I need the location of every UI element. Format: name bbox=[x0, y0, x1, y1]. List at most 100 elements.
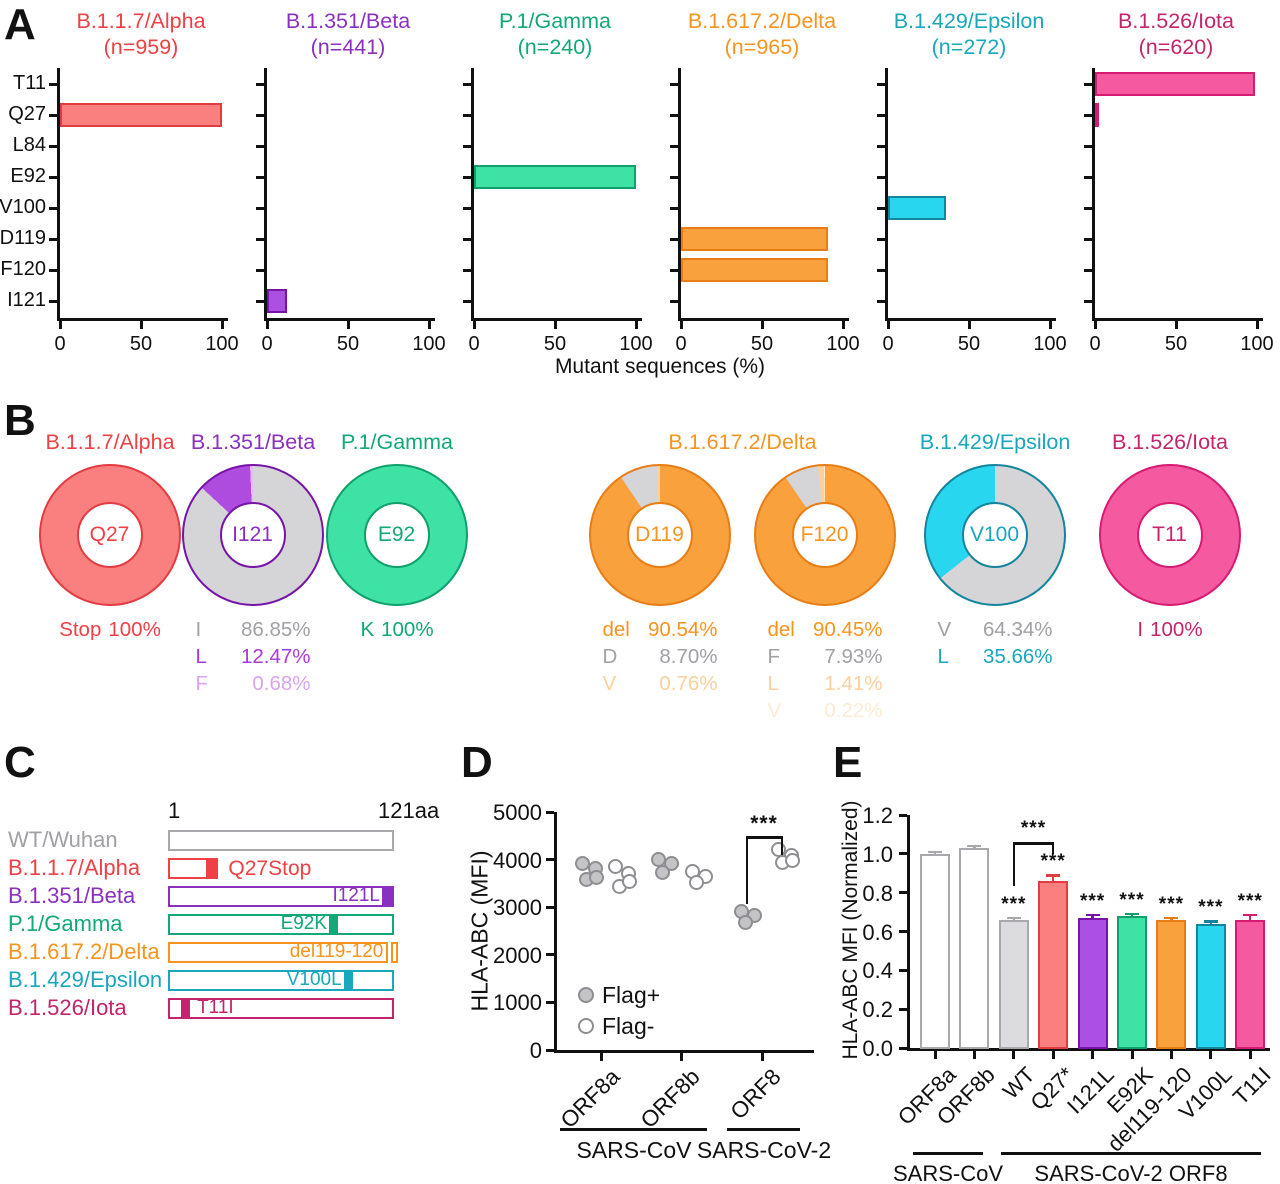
significance-stars: *** bbox=[1001, 893, 1027, 915]
mutation-label: I121L bbox=[332, 885, 380, 906]
donut-legend: Stop 100% bbox=[25, 616, 195, 643]
donut-center-label: E92 bbox=[377, 522, 416, 546]
x-tick-label: 0 bbox=[54, 333, 66, 355]
variant-name: B.1.617.2/Delta bbox=[687, 9, 837, 33]
y-tick bbox=[1084, 300, 1092, 303]
y-tick bbox=[546, 1048, 554, 1052]
y-tick bbox=[546, 810, 554, 814]
y-tick bbox=[1084, 114, 1092, 117]
x-tick-label: 50 bbox=[957, 333, 981, 355]
significance-stars: *** bbox=[1237, 890, 1263, 912]
error-bar-cap bbox=[1085, 913, 1100, 917]
legend-key: V bbox=[937, 618, 952, 641]
y-tick-label: 1.0 bbox=[862, 841, 893, 867]
variant-sample-size: (n=272) bbox=[931, 35, 1007, 59]
donut-title: B.1.617.2/Delta bbox=[668, 430, 817, 454]
y-tick-label: 4000 bbox=[493, 847, 542, 873]
y-tick bbox=[899, 1046, 907, 1050]
y-tick bbox=[256, 300, 264, 303]
variant-name: B.1.1.7/Alpha bbox=[76, 9, 206, 33]
protein-box-tail bbox=[391, 942, 399, 963]
variant-row-label: B.1.617.2/Delta bbox=[8, 939, 160, 964]
legend-key: del bbox=[602, 618, 630, 641]
y-tick bbox=[546, 1000, 554, 1004]
x-tick bbox=[886, 321, 890, 329]
bar bbox=[681, 227, 828, 251]
legend-value: 0.68% bbox=[252, 672, 311, 695]
x-tick-label: 100 bbox=[619, 333, 653, 355]
error-bar-stem bbox=[1130, 913, 1134, 918]
donut-center-label: D119 bbox=[635, 522, 684, 546]
donut-chart: V100 bbox=[924, 464, 1066, 606]
group-line bbox=[913, 1152, 983, 1155]
legend-value: 100% bbox=[381, 618, 434, 641]
y-tick-label: 0.4 bbox=[862, 958, 893, 984]
y-tick bbox=[49, 238, 57, 241]
y-tick-label: T11 bbox=[13, 72, 46, 94]
y-tick bbox=[463, 238, 471, 241]
y-tick bbox=[256, 83, 264, 86]
x-tick bbox=[967, 321, 971, 329]
error-bar-cap bbox=[1203, 920, 1218, 923]
legend-key: F bbox=[195, 672, 209, 695]
y-tick bbox=[670, 300, 678, 303]
donut-title: B.1.526/Iota bbox=[1112, 430, 1228, 454]
variant-row-label: B.1.526/Iota bbox=[8, 995, 127, 1020]
y-tick bbox=[49, 176, 57, 179]
legend-key: F bbox=[767, 645, 781, 668]
y-tick bbox=[49, 300, 57, 303]
legend-line: I 86.85% bbox=[168, 616, 338, 643]
x-axis-line bbox=[264, 318, 435, 321]
y-tick bbox=[256, 114, 264, 117]
legend-key: I bbox=[1137, 618, 1144, 641]
y-tick bbox=[1084, 145, 1092, 148]
data-point bbox=[607, 859, 623, 875]
variant-chart-title: B.1.617.2/Delta (n=965) bbox=[652, 8, 872, 60]
x-axis-line bbox=[57, 318, 228, 321]
y-tick bbox=[546, 953, 554, 957]
variant-chart-title: B.1.1.7/Alpha (n=959) bbox=[31, 8, 251, 60]
legend-label: Flag+ bbox=[602, 982, 661, 1008]
y-tick bbox=[463, 114, 471, 117]
x-tick bbox=[1209, 1051, 1213, 1059]
significance-bracket-right bbox=[1051, 842, 1055, 854]
y-tick-label: 0 bbox=[529, 1038, 542, 1063]
legend-line: I 100% bbox=[1085, 616, 1255, 643]
x-tick bbox=[139, 321, 143, 329]
legend-value: 86.85% bbox=[240, 618, 311, 641]
y-tick bbox=[463, 207, 471, 210]
y-tick bbox=[877, 300, 885, 303]
group-label: SARS-CoV-2 ORF8 bbox=[1034, 1161, 1228, 1184]
legend-value: 100% bbox=[108, 618, 161, 641]
legend-key: L bbox=[195, 645, 207, 668]
group-label: SARS-CoV-2 bbox=[696, 1137, 832, 1163]
donut-chart: F120 bbox=[754, 464, 896, 606]
mutation-label: del119-120 bbox=[289, 941, 384, 962]
donut-legend: I 100% bbox=[1085, 616, 1255, 643]
x-tick bbox=[972, 1051, 976, 1059]
legend-key: V bbox=[767, 699, 782, 722]
panel-d-y-axis-title: HLA-ABC (MFI) bbox=[466, 850, 493, 1012]
significance-bracket-top bbox=[745, 836, 783, 839]
legend-label: Flag- bbox=[602, 1013, 655, 1039]
x-tick bbox=[1130, 1051, 1134, 1059]
data-point bbox=[688, 875, 704, 891]
y-tick bbox=[877, 176, 885, 179]
y-tick bbox=[899, 852, 907, 856]
bar bbox=[1195, 923, 1226, 1049]
x-tick-label: 100 bbox=[412, 333, 446, 355]
y-tick bbox=[670, 207, 678, 210]
donut-hole: E92 bbox=[363, 501, 430, 568]
variant-name: B.1.429/Epsilon bbox=[893, 9, 1045, 33]
x-tick-label: 0 bbox=[882, 333, 894, 355]
legend-line: L 12.47% bbox=[168, 643, 338, 670]
donut-chart: E92 bbox=[326, 464, 468, 606]
donut-hole: Q27 bbox=[76, 501, 143, 568]
bar bbox=[1077, 917, 1108, 1049]
mutation-label: E92K bbox=[280, 913, 328, 934]
x-tick bbox=[1174, 321, 1178, 329]
group-line bbox=[727, 1128, 800, 1131]
error-bar-stem bbox=[1091, 914, 1094, 920]
x-tick bbox=[1248, 1051, 1252, 1059]
legend-key: K bbox=[360, 618, 375, 641]
